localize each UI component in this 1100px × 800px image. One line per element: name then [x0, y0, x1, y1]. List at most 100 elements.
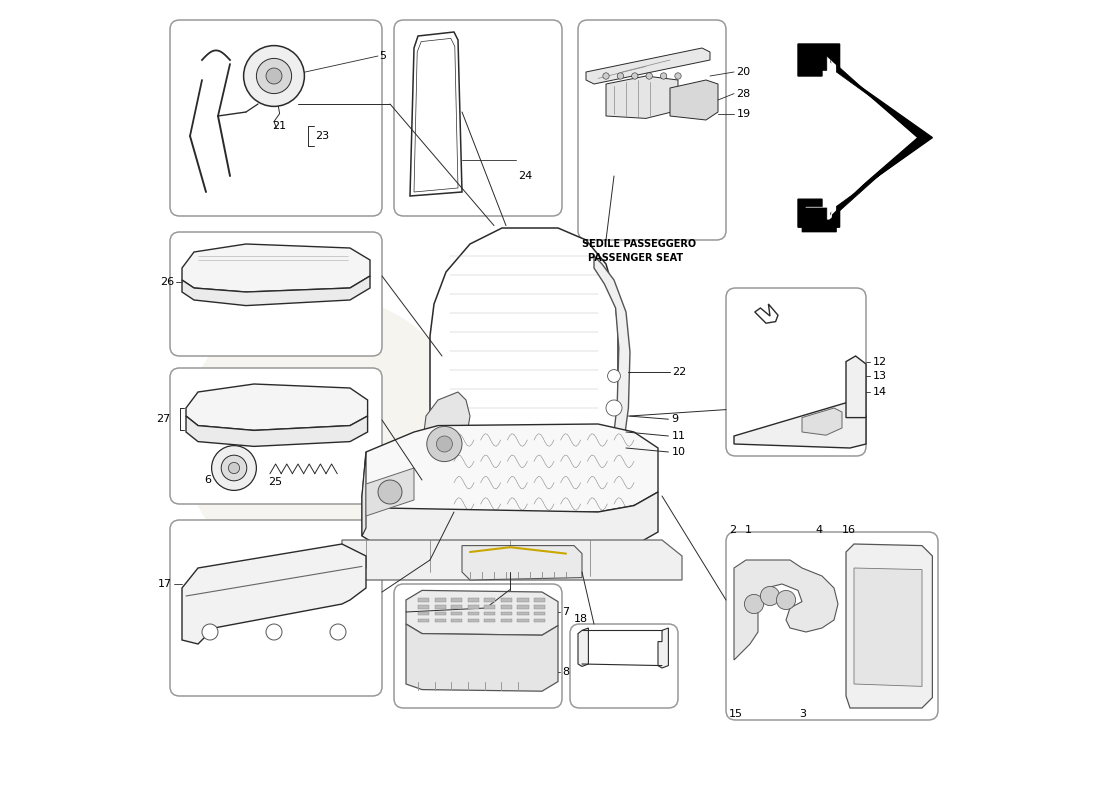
- Circle shape: [221, 455, 246, 481]
- Text: 15: 15: [729, 709, 744, 718]
- Circle shape: [266, 68, 282, 84]
- Text: PASSENGER SEAT: PASSENGER SEAT: [588, 254, 683, 263]
- Bar: [418, 612, 429, 615]
- Text: 27: 27: [156, 414, 170, 424]
- Polygon shape: [734, 402, 866, 448]
- Bar: [500, 606, 513, 609]
- FancyBboxPatch shape: [170, 368, 382, 504]
- Text: 12: 12: [872, 357, 887, 366]
- Text: 26: 26: [160, 277, 174, 286]
- Text: 28: 28: [736, 89, 750, 98]
- FancyBboxPatch shape: [726, 532, 938, 720]
- Bar: [534, 619, 546, 622]
- Polygon shape: [342, 540, 682, 580]
- Circle shape: [246, 360, 406, 520]
- Bar: [468, 606, 478, 609]
- FancyBboxPatch shape: [578, 20, 726, 240]
- Bar: [468, 619, 478, 622]
- Polygon shape: [802, 46, 930, 232]
- Polygon shape: [588, 256, 630, 508]
- Text: 23: 23: [316, 131, 330, 141]
- Text: 4: 4: [815, 525, 823, 534]
- Bar: [517, 606, 529, 609]
- Polygon shape: [414, 38, 458, 192]
- Circle shape: [760, 586, 780, 606]
- Text: 8: 8: [562, 667, 569, 677]
- Circle shape: [745, 594, 763, 614]
- Bar: [451, 619, 462, 622]
- Text: 2: 2: [729, 525, 736, 534]
- Circle shape: [256, 58, 292, 94]
- Polygon shape: [362, 424, 658, 512]
- Circle shape: [777, 590, 795, 610]
- Bar: [434, 598, 446, 602]
- Polygon shape: [806, 52, 914, 219]
- Circle shape: [437, 436, 452, 452]
- Polygon shape: [422, 392, 470, 496]
- Bar: [418, 606, 429, 609]
- Polygon shape: [586, 48, 710, 84]
- Polygon shape: [262, 92, 278, 104]
- Text: 11: 11: [672, 431, 685, 441]
- Polygon shape: [186, 384, 367, 430]
- Text: 7: 7: [562, 607, 569, 617]
- Text: a passion for parts since 1985: a passion for parts since 1985: [359, 430, 613, 562]
- Polygon shape: [410, 32, 462, 196]
- Polygon shape: [578, 628, 588, 666]
- Polygon shape: [670, 80, 718, 120]
- Circle shape: [243, 46, 305, 106]
- Circle shape: [378, 480, 402, 504]
- Bar: [418, 598, 429, 602]
- Circle shape: [607, 370, 620, 382]
- Polygon shape: [854, 568, 922, 686]
- Text: 13: 13: [872, 371, 887, 381]
- Circle shape: [266, 624, 282, 640]
- Circle shape: [606, 400, 621, 416]
- Polygon shape: [246, 64, 270, 88]
- Text: 3: 3: [800, 709, 806, 718]
- FancyBboxPatch shape: [726, 288, 866, 456]
- Bar: [418, 619, 429, 622]
- Polygon shape: [734, 560, 838, 660]
- Polygon shape: [755, 304, 778, 323]
- Bar: [451, 598, 462, 602]
- Bar: [434, 606, 446, 609]
- Polygon shape: [182, 544, 366, 644]
- FancyBboxPatch shape: [570, 624, 678, 708]
- Bar: [534, 606, 546, 609]
- Text: 17: 17: [158, 579, 173, 589]
- FancyBboxPatch shape: [170, 232, 382, 356]
- Circle shape: [646, 73, 652, 79]
- Text: 22: 22: [672, 367, 686, 377]
- Polygon shape: [362, 452, 366, 536]
- Text: 14: 14: [872, 387, 887, 397]
- Polygon shape: [182, 244, 370, 292]
- Bar: [484, 612, 495, 615]
- Bar: [517, 619, 529, 622]
- Polygon shape: [462, 546, 582, 580]
- Text: 9: 9: [672, 414, 679, 424]
- Polygon shape: [846, 544, 933, 708]
- Circle shape: [202, 624, 218, 640]
- Text: 20: 20: [736, 67, 750, 77]
- Text: 25: 25: [268, 477, 283, 486]
- Polygon shape: [430, 228, 618, 512]
- Text: 1: 1: [745, 525, 752, 534]
- Bar: [517, 598, 529, 602]
- Text: 6: 6: [205, 475, 211, 485]
- Polygon shape: [366, 468, 414, 516]
- Polygon shape: [606, 76, 678, 118]
- Bar: [500, 612, 513, 615]
- Polygon shape: [406, 590, 558, 635]
- Polygon shape: [406, 624, 558, 691]
- Text: 21: 21: [272, 121, 286, 130]
- Bar: [434, 619, 446, 622]
- Bar: [451, 612, 462, 615]
- FancyBboxPatch shape: [394, 20, 562, 216]
- Polygon shape: [182, 276, 370, 306]
- Bar: [434, 612, 446, 615]
- Bar: [534, 612, 546, 615]
- Bar: [500, 619, 513, 622]
- Circle shape: [631, 73, 638, 79]
- Circle shape: [674, 73, 681, 79]
